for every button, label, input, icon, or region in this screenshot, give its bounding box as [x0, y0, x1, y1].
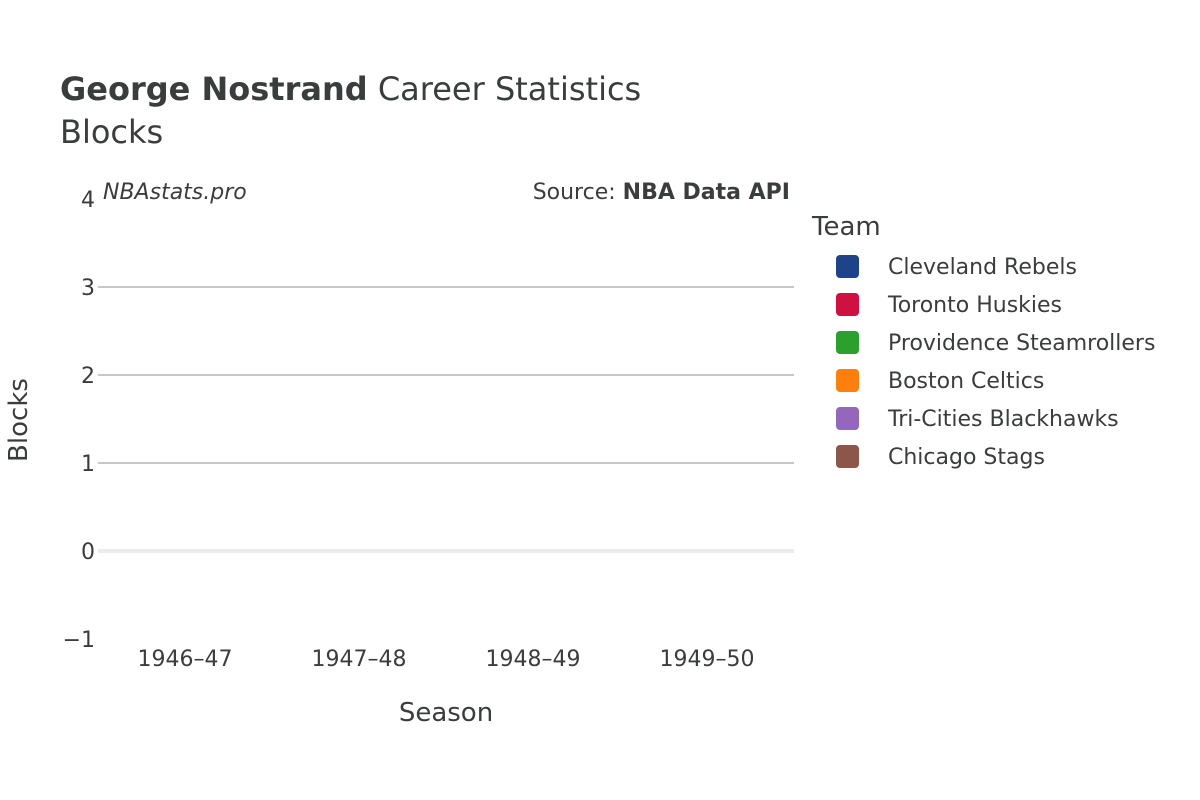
y-tick-labels: −1 0 1 2 3 4 — [63, 188, 95, 653]
y-tick-label: 0 — [81, 540, 95, 565]
legend-swatch — [836, 331, 859, 354]
legend-swatch — [836, 407, 859, 430]
chart-title-rest: Career Statistics — [368, 70, 642, 108]
source-name: NBA Data API — [623, 180, 790, 205]
y-tick-label: −1 — [63, 628, 95, 653]
y-tick-label: 3 — [81, 276, 95, 301]
y-tick-label: 2 — [81, 364, 95, 389]
legend-swatch — [836, 293, 859, 316]
source-prefix: Source: — [533, 180, 623, 205]
legend-label: Boston Celtics — [888, 369, 1044, 394]
chart-subtitle: Blocks — [60, 113, 163, 151]
x-tick-label: 1947–48 — [312, 647, 407, 672]
chart-title-bold: George Nostrand — [60, 70, 368, 108]
watermark: NBAstats.pro — [103, 180, 247, 205]
legend-swatch — [836, 369, 859, 392]
x-tick-labels: 1946–47 1947–48 1948–49 1949–50 — [138, 647, 755, 672]
legend-label: Toronto Huskies — [887, 293, 1062, 318]
y-tick-label: 1 — [81, 452, 95, 477]
legend-swatch — [836, 445, 859, 468]
x-axis-label: Season — [399, 698, 493, 728]
y-tick-label: 4 — [81, 188, 95, 213]
chart-title: George Nostrand Career Statistics — [60, 70, 641, 108]
legend-label: Tri-Cities Blackhawks — [887, 407, 1119, 432]
legend-label: Chicago Stags — [888, 445, 1045, 470]
x-tick-label: 1949–50 — [660, 647, 755, 672]
legend-label: Cleveland Rebels — [888, 255, 1077, 280]
legend: Cleveland Rebels Toronto Huskies Providenc… — [836, 255, 1155, 470]
x-tick-label: 1946–47 — [138, 647, 233, 672]
gridlines — [98, 286, 794, 553]
legend-swatch — [836, 255, 859, 278]
y-axis-label: Blocks — [4, 378, 34, 462]
legend-title: Team — [811, 212, 881, 242]
x-tick-label: 1948–49 — [486, 647, 581, 672]
source-label: Source: NBA Data API — [533, 180, 790, 205]
legend-label: Providence Steamrollers — [888, 331, 1155, 356]
